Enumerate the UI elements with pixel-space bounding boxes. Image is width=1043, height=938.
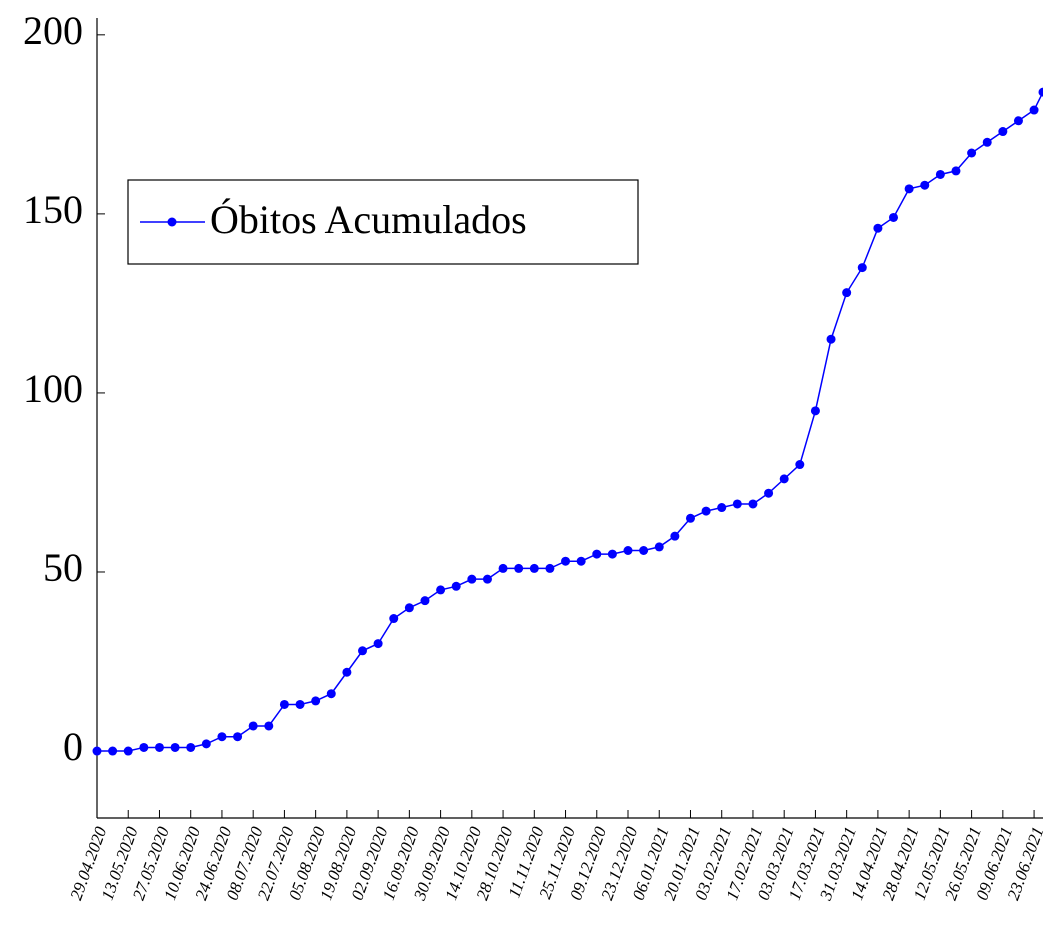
data-point [123, 746, 133, 756]
data-point [311, 696, 321, 706]
data-point [108, 746, 118, 756]
data-point [904, 184, 914, 194]
data-point [186, 742, 196, 752]
data-point [545, 563, 555, 573]
data-point [201, 739, 211, 749]
data-point [373, 639, 383, 649]
data-point [342, 667, 352, 677]
data-point [92, 746, 102, 756]
data-point [779, 474, 789, 484]
data-point [717, 503, 727, 513]
data-point [654, 542, 664, 552]
data-point [795, 460, 805, 470]
data-point [233, 732, 243, 742]
data-point [826, 334, 836, 344]
legend-box [127, 179, 639, 265]
data-point [264, 721, 274, 731]
data-point [748, 499, 758, 509]
data-point [279, 699, 289, 709]
data-point [451, 581, 461, 591]
data-point [857, 263, 867, 273]
y-tick-label: 50 [43, 545, 83, 590]
y-tick-label: 0 [63, 724, 83, 769]
data-point [482, 574, 492, 584]
data-point [842, 288, 852, 298]
legend-label: Óbitos Acumulados [210, 197, 527, 242]
data-point [732, 499, 742, 509]
data-point [389, 614, 399, 624]
data-point [889, 212, 899, 222]
data-point [217, 732, 227, 742]
y-tick-label: 150 [23, 187, 83, 232]
data-point [639, 545, 649, 555]
data-point [592, 549, 602, 559]
data-point [1029, 105, 1039, 115]
data-point [170, 742, 180, 752]
data-point [873, 223, 883, 233]
data-point [248, 721, 258, 731]
data-point [998, 127, 1008, 137]
data-point [935, 169, 945, 179]
data-point [498, 563, 508, 573]
data-point [623, 545, 633, 555]
data-point [764, 488, 774, 498]
data-point [1038, 87, 1043, 97]
data-point [404, 603, 414, 613]
data-point [982, 137, 992, 147]
data-point [467, 574, 477, 584]
data-point [951, 166, 961, 176]
data-point [1013, 116, 1023, 126]
data-point [326, 689, 336, 699]
legend: Óbitos Acumulados [127, 179, 639, 265]
data-point [561, 556, 571, 566]
data-point [701, 506, 711, 516]
legend-marker [167, 217, 177, 227]
data-point [607, 549, 617, 559]
data-point [436, 585, 446, 595]
y-tick-label: 100 [23, 366, 83, 411]
data-point [295, 699, 305, 709]
data-point [920, 180, 930, 190]
data-point [576, 556, 586, 566]
data-point [358, 646, 368, 656]
data-point [810, 406, 820, 416]
data-point [685, 513, 695, 523]
data-point [154, 742, 164, 752]
data-point [670, 531, 680, 541]
data-point [967, 148, 977, 158]
y-tick-label: 200 [23, 8, 83, 53]
data-point [514, 563, 524, 573]
data-point [139, 742, 149, 752]
data-point [420, 596, 430, 606]
data-point [529, 563, 539, 573]
